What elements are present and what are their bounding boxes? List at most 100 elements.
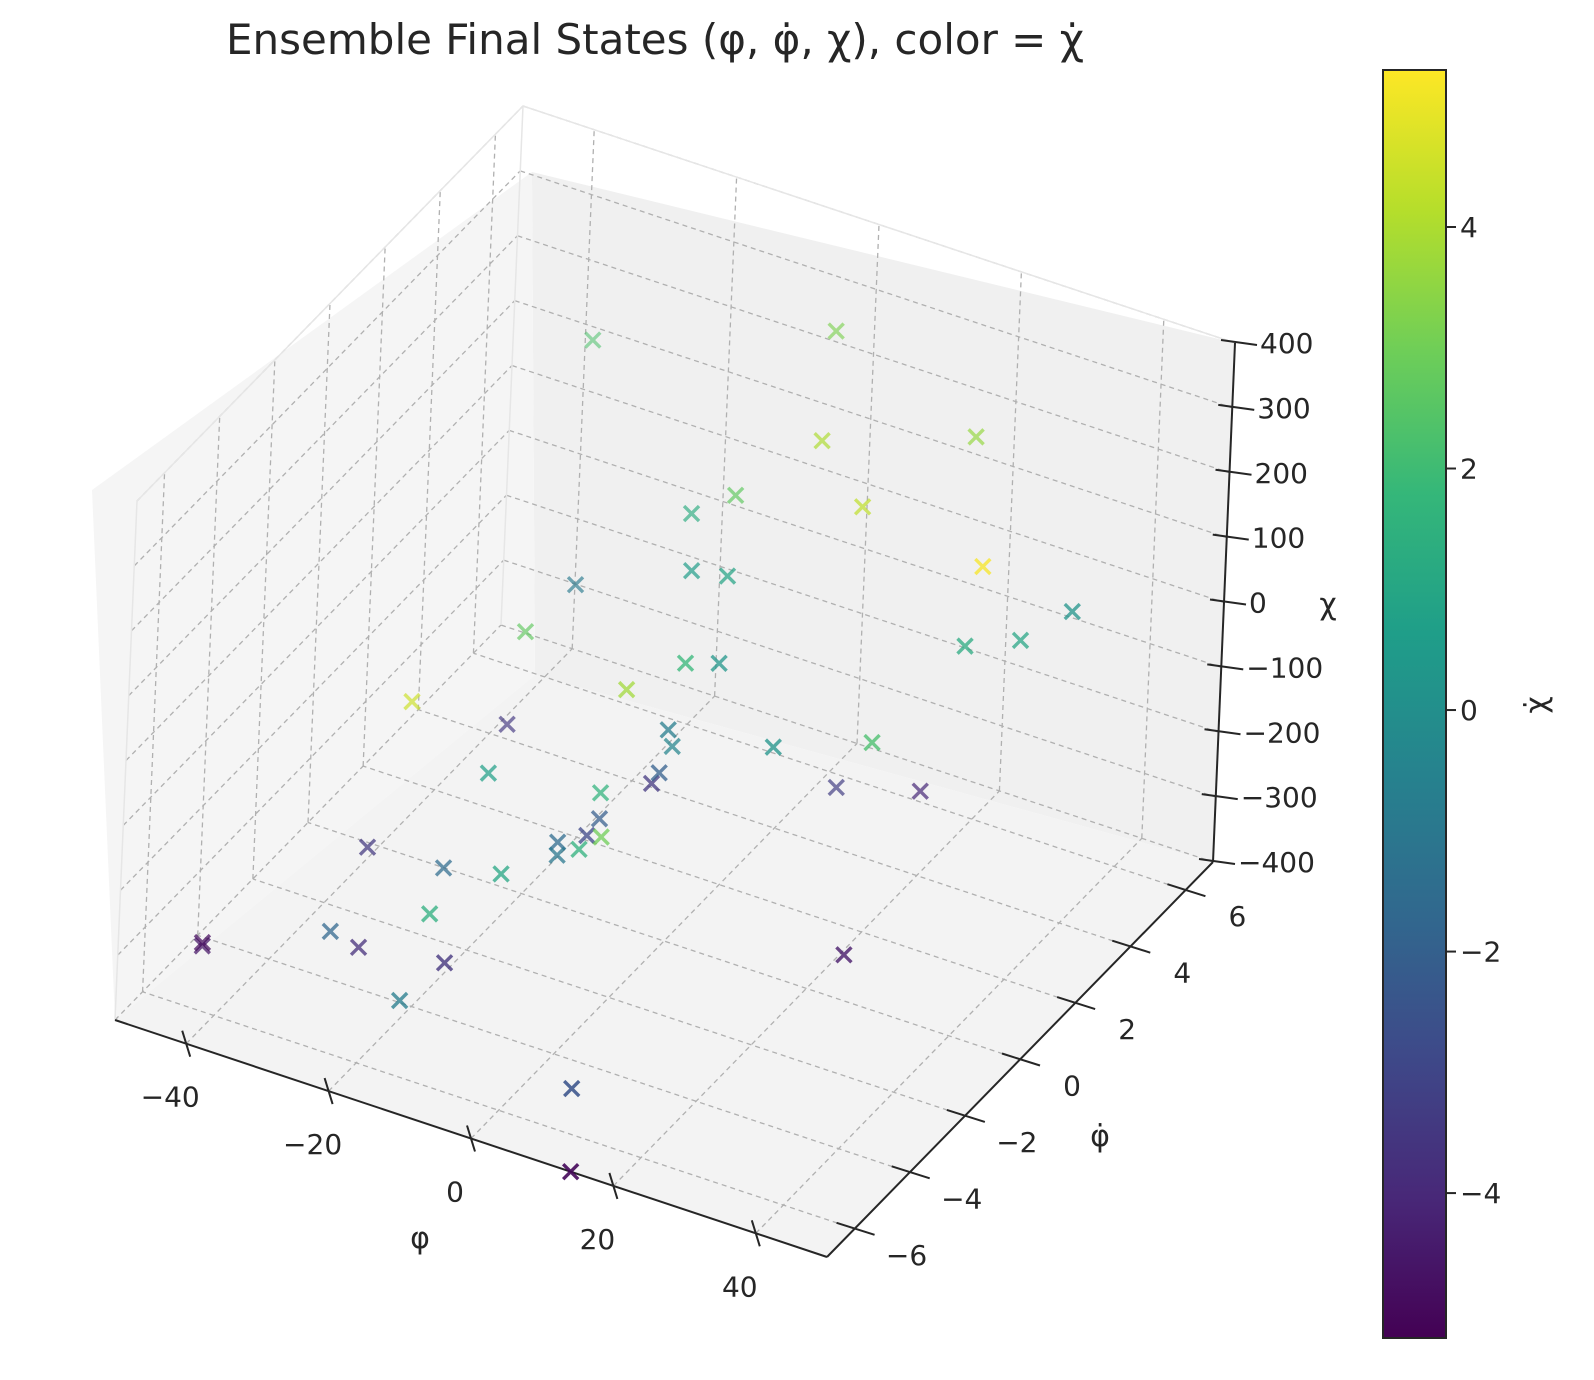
marker-stroke [650,764,668,782]
z-tick-label: 400 [1260,327,1313,360]
z-tick-label: 300 [1257,392,1310,425]
scatter-point [853,498,872,516]
marker-stroke [349,938,368,957]
gridline-x-floor [755,837,1143,1234]
scatter-point [492,865,510,883]
gridline-z-side [125,365,513,761]
scatter-point [321,922,340,941]
gridline-x-floor [328,695,716,1092]
y-tick-label: 2 [1118,1013,1136,1046]
gridline-y-side [307,303,331,823]
marker-stroke [956,637,974,655]
marker-stroke [642,774,661,793]
marker-stroke [813,431,831,450]
y-tick-mark [1167,883,1206,898]
scatter-point [566,575,585,594]
scatter-point [682,561,701,580]
colorbar-label: χ̇ [1519,696,1554,713]
marker-stroke [321,922,340,941]
marker-stroke [193,937,211,955]
scatter-point [390,991,409,1010]
axes [114,339,1258,1258]
x-tick-label: 20 [580,1223,616,1256]
gridline-y-floor [307,821,1021,1061]
pane-edge [522,105,1236,344]
scatter-point [813,431,831,450]
scatter-point [193,937,211,955]
scatter-point [570,840,588,859]
marker-stroke [710,654,728,672]
marker-stroke [403,692,421,711]
marker-stroke [682,504,701,523]
y-tick-mark [946,1108,986,1123]
scatter-point [516,623,535,641]
marker-stroke [853,498,872,516]
gridline-y-floor [197,934,910,1173]
x-tick-label: 40 [722,1270,758,1303]
marker-stroke [434,859,453,877]
marker-stroke [835,946,853,964]
gridline-x-floor [612,790,1000,1187]
gridline-z-back [506,494,1219,733]
scatter-point [548,846,566,864]
scatter-point [710,654,728,672]
marker-stroke [676,654,695,672]
scatter-point [358,838,377,856]
marker-stroke [584,331,602,349]
marker-stroke [827,322,845,340]
scatter-point [835,946,853,964]
z-tick-label: −300 [1241,781,1318,814]
gridline-z-back [503,559,1216,798]
gridline-y-floor [252,878,966,1117]
marker-stroke [827,778,845,797]
marker-stroke [863,733,881,752]
marker-stroke [1063,602,1081,621]
scatter-point [718,567,737,585]
marker-stroke [659,721,677,739]
scatter-point [548,833,567,851]
chart-title: Ensemble Final States (φ, φ̇, χ), color … [226,15,1084,64]
gridlines [114,105,1236,1234]
scatter-point [578,826,596,845]
y-tick-label: −6 [886,1239,927,1272]
marker-stroke [492,865,510,883]
scatter-point [193,933,212,952]
gridline-z-back [509,429,1222,668]
tick-labels: −40−2002040−6−4−20246−400−300−200−100010… [141,327,1324,1303]
scatter-point [434,859,453,877]
marker-stroke [726,486,745,505]
scatter-point [591,784,610,802]
gridline-z-side [122,429,510,826]
gridline-y-side [252,359,276,879]
data-points [193,322,1081,1181]
scatter-point [967,428,985,446]
scatter-point [827,778,845,797]
y-axis-label: φ̇ [1090,1119,1110,1154]
scatter-point [764,738,783,756]
marker-stroke [358,838,377,856]
y-tick-label: −4 [941,1182,982,1215]
colorbar-tick-label: −4 [1460,1177,1501,1210]
gridline-z-back [514,300,1227,539]
scatter-point [682,504,701,523]
gridline-z-side [128,300,516,697]
scatter-point [863,733,881,752]
z-tick-label: 100 [1252,522,1305,555]
scatter-point [974,557,992,576]
z-tick-label: −200 [1244,716,1321,749]
marker-stroke [562,1079,581,1098]
x-axis-label: φ [410,1221,430,1256]
x-tick-mark [466,1125,476,1152]
marker-stroke [566,575,585,594]
scatter-point [659,721,677,739]
gridline-z-side [131,235,518,632]
marker-stroke [548,846,566,864]
gridline-z-back [500,624,1214,863]
gridline-z-back [511,364,1225,604]
marker-stroke [617,680,636,699]
scatter-point [435,954,454,972]
marker-stroke [718,567,737,585]
gridline-x-back [1141,319,1165,839]
marker-stroke [548,833,567,851]
scatter-point [1063,602,1081,621]
